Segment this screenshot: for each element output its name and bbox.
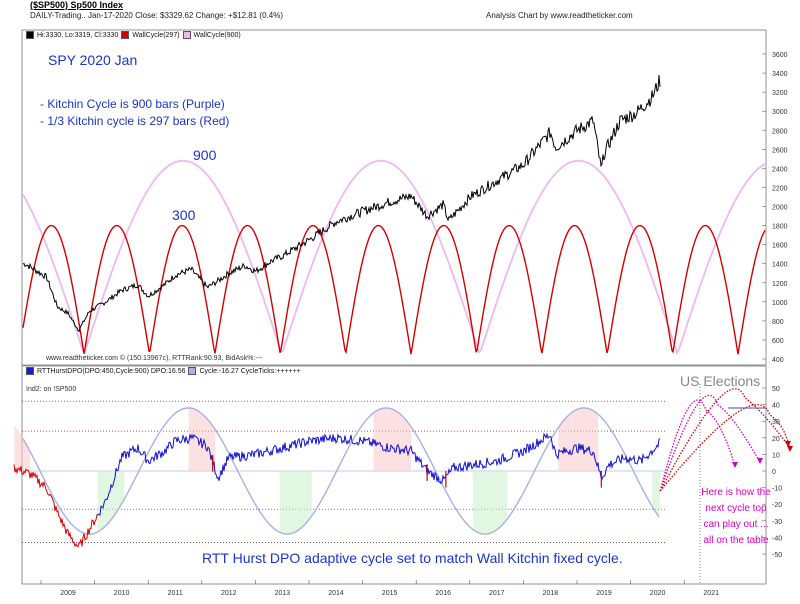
cycle-sine-line [22,407,660,535]
top-y-tick-label: 1200 [772,281,788,288]
projection-dotted-curve [659,404,791,492]
top-panel-footer: www.readtheticker.com © (150.13967c), RT… [46,355,263,362]
bottom-y-tick-label: -40 [772,535,782,542]
annotation-title: SPY 2020 Jan [48,52,138,68]
top-panel-frame [21,29,767,366]
top-y-tick-label: 1000 [772,300,788,307]
x-tick-label: 2011 [168,590,183,597]
chart-credit: Analysis Chart by www.readtheticker.com [486,11,633,20]
legend-swatch-price [26,31,34,39]
legend-red-cycle: WallCycle(297) [132,31,180,39]
top-y-tick-label: 800 [772,319,784,326]
annotation-us-elections: US Elections [680,373,761,389]
top-legend: Hi:3330, Lo:3319, Cl:3330 WallCycle(297)… [26,31,241,39]
cycle-bottom-shade [279,471,312,535]
x-tick-label: 2009 [60,590,76,597]
label-300: 300 [172,207,196,223]
x-tick-label: 2017 [489,590,505,597]
dpo-line-red [13,464,98,548]
bottom-y-tick-label: 0 [772,469,776,476]
projection-arrowhead [787,446,793,452]
top-y-tick-label: 2000 [772,205,788,212]
x-tick-label: 2020 [650,590,666,597]
x-tick-label: 2021 [703,590,719,597]
annotation-third-kitchin: - 1/3 Kitchin cycle is 297 bars (Red) [40,114,230,128]
top-y-tick-label: 400 [772,357,784,364]
legend-swatch-red-cycle [121,31,130,39]
cycle-bottom-shade [652,471,661,518]
bottom-y-tick-label: -30 [772,519,782,526]
cycle-top-shade [188,407,216,471]
top-y-tick-label: 1800 [772,224,788,231]
indicator-label: Ind2: on !SP500 [26,386,77,393]
legend-swatch-cycle [188,367,197,375]
red-cycle-line [22,224,766,355]
top-y-tick-label: 3600 [772,52,788,59]
bottom-legend: RTTHurstDPO(DPO:450,Cycle:900) DPO:16.56… [26,367,301,375]
legend-cycle: Cycle:-16.27 CycleTicks:++++++ [199,367,301,375]
cycle-bottom-shade [472,471,508,535]
top-y-tick-label: 1400 [772,262,788,269]
top-y-tick-label: 2200 [772,185,788,192]
annotation-bottom-note: RTT Hurst DPO adaptive cycle set to matc… [202,550,623,566]
projection-arrowhead [757,458,763,464]
top-y-tick-label: 3400 [772,71,788,78]
label-900: 900 [193,147,217,163]
x-tick-label: 2013 [275,590,291,597]
cycle-top-shade [558,407,599,471]
bottom-panel-frame [21,365,767,585]
legend-price: Hi:3330, Lo:3319, Cl:3330 [37,31,119,39]
bottom-y-tick-label: 40 [772,403,780,410]
projection-dotted-curve [659,388,789,492]
x-tick-label: 2016 [435,590,451,597]
cycle-bottom-shade [97,471,125,532]
annotation-playout: Here is how the next cycle top can play … [701,487,771,546]
top-y-tick-label: 1600 [772,243,788,250]
cycle-top-shade [14,425,31,471]
bottom-y-tick-label: 50 [772,386,780,393]
x-tick-label: 2014 [328,590,344,597]
cycle-top-shade [373,407,411,471]
projection-dotted-curve [659,399,736,492]
top-y-tick-label: 3200 [772,90,788,97]
x-tick-label: 2019 [596,590,612,597]
x-tick-label: 2010 [114,590,130,597]
dpo-line-blue [96,432,661,516]
bottom-y-tick-label: 30 [772,419,780,426]
chart-subtitle: DAILY-Trading.. Jan-17-2020 Close: $3329… [30,11,283,20]
x-tick-label: 2018 [543,590,559,597]
top-y-tick-label: 3000 [772,109,788,116]
legend-purple-cycle: WallCycle(900) [193,31,241,39]
bottom-y-tick-label: -20 [772,502,782,509]
purple-cycle-line [22,159,766,356]
bottom-y-tick-label: 20 [772,436,780,443]
top-y-tick-label: 2400 [772,166,788,173]
annotation-kitchin: - Kitchin Cycle is 900 bars (Purple) [40,97,225,111]
chart-title: ($SP500) Sp500 Index [30,0,124,10]
projection-dotted-curve [659,394,761,492]
top-y-tick-label: 2600 [772,147,788,154]
top-y-tick-label: 2800 [772,128,788,135]
top-y-tick-label: 600 [772,338,784,345]
bottom-y-tick-label: 10 [772,452,780,459]
projection-arrowhead [732,462,738,468]
x-tick-label: 2015 [382,590,398,597]
legend-dpo: RTTHurstDPO(DPO:450,Cycle:900) DPO:16.56 [37,367,186,375]
price-line [22,74,661,333]
bottom-y-tick-label: -10 [772,486,782,493]
x-tick-label: 2012 [221,590,237,597]
projection-arrowhead [785,441,791,447]
legend-swatch-dpo [26,367,34,375]
bottom-y-tick-label: -50 [772,552,782,559]
legend-swatch-purple-cycle [182,31,191,39]
